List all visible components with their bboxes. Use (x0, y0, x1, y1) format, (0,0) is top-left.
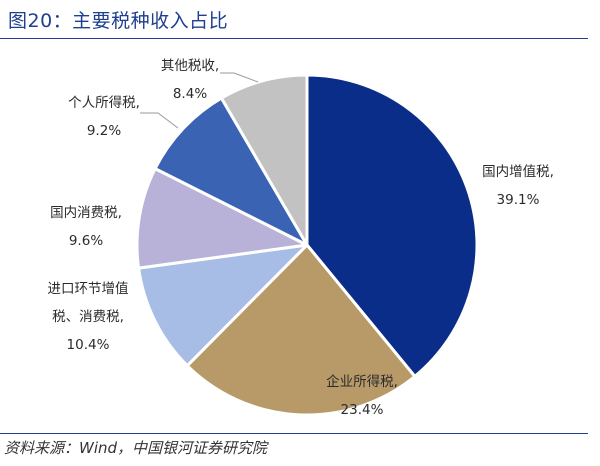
pie-slice-4 (135, 167, 309, 270)
data-label-slice-3: 进口环节增值税、消费税, 10.4% (48, 281, 129, 353)
pie-slice-1 (305, 73, 479, 378)
leader-lines-layer (140, 72, 259, 129)
data-label-slice-5: 个人所得税, 9.2% (68, 94, 140, 139)
slice-name-label: 国内增值税, (482, 164, 554, 180)
slice-name-label: 税、消费税, (52, 309, 124, 325)
labels-layer: 国内增值税, 39.1% 企业所得税, 23.4% 进口环节增值税、消费税, 10.4% 国… (48, 58, 554, 418)
data-label-slice-4: 国内消费税, 9.6% (50, 205, 122, 249)
slice-name-label: 国内消费税, (50, 205, 122, 221)
slice-name-label: 进口环节增值 (48, 281, 129, 297)
slices-layer (135, 73, 479, 417)
slice-name-label: 其他税收, (161, 58, 219, 74)
slice-name-label: 个人所得税, (68, 94, 140, 111)
title-divider (0, 38, 588, 39)
data-label-slice-6: 其他税收, 8.4% (161, 58, 219, 102)
slice-value-label: 9.6% (69, 233, 103, 249)
data-label-slice-2: 企业所得税, 23.4% (326, 373, 398, 418)
chart-title: 图20：主要税种收入占比 (8, 10, 229, 32)
slice-value-label: 23.4% (341, 402, 384, 418)
source-note: 资料来源：Wind，中国银河证券研究院 (4, 439, 268, 457)
footer-divider (0, 433, 588, 434)
slice-value-label: 39.1% (497, 192, 540, 208)
leader-line-slice-6 (220, 72, 259, 83)
slice-value-label: 10.4% (67, 337, 110, 353)
slice-name-label: 企业所得税, (326, 373, 398, 390)
data-label-slice-1: 国内增值税, 39.1% (482, 164, 554, 208)
slice-value-label: 9.2% (87, 123, 121, 139)
pie-slice-6 (219, 73, 309, 247)
pie-slice-2 (185, 243, 417, 417)
leader-line-slice-5 (140, 112, 179, 129)
pie-slice-5 (153, 96, 309, 247)
pie-slice-3 (137, 243, 309, 368)
slice-value-label: 8.4% (173, 86, 207, 102)
